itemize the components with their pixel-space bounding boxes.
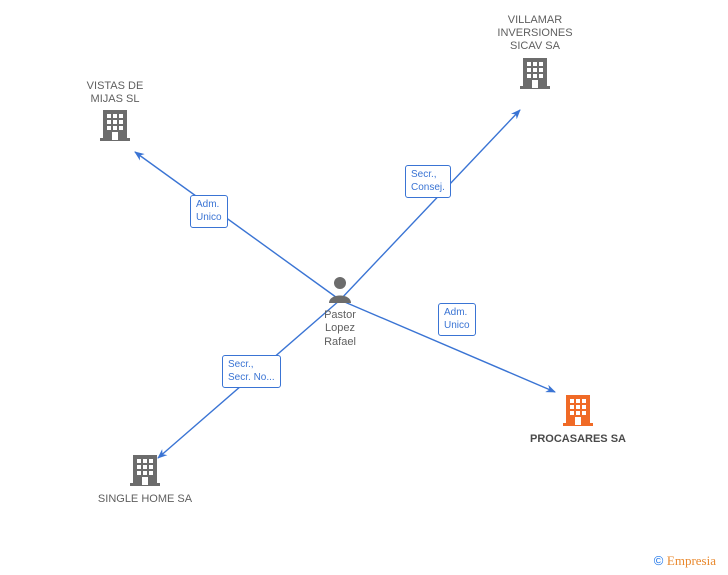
company-node-villamar[interactable]: VILLAMAR INVERSIONES SICAV SA — [480, 14, 590, 94]
company-label: PROCASARES SA — [523, 433, 633, 446]
copyright-symbol: © — [654, 553, 664, 568]
edge-label[interactable]: Secr., Secr. No... — [222, 355, 281, 388]
edge-label[interactable]: Adm. Unico — [438, 303, 476, 336]
person-icon — [310, 275, 370, 307]
person-label: Pastor Lopez Rafael — [310, 309, 370, 349]
company-label: VISTAS DE MIJAS SL — [60, 80, 170, 106]
building-icon — [90, 453, 200, 491]
building-icon — [480, 56, 590, 94]
building-icon — [523, 393, 633, 431]
building-icon — [60, 108, 170, 146]
company-node-procasares[interactable]: PROCASARES SA — [523, 393, 633, 446]
edge-label[interactable]: Secr., Consej. — [405, 165, 451, 198]
watermark-brand: Empresia — [667, 553, 716, 568]
edge-label[interactable]: Adm. Unico — [190, 195, 228, 228]
company-label: VILLAMAR INVERSIONES SICAV SA — [480, 14, 590, 54]
watermark: © Empresia — [654, 553, 716, 569]
company-node-vistas[interactable]: VISTAS DE MIJAS SL — [60, 80, 170, 147]
person-node[interactable]: Pastor Lopez Rafael — [310, 275, 370, 349]
company-label: SINGLE HOME SA — [90, 493, 200, 506]
company-node-single[interactable]: SINGLE HOME SA — [90, 453, 200, 506]
edge-line — [340, 110, 520, 300]
